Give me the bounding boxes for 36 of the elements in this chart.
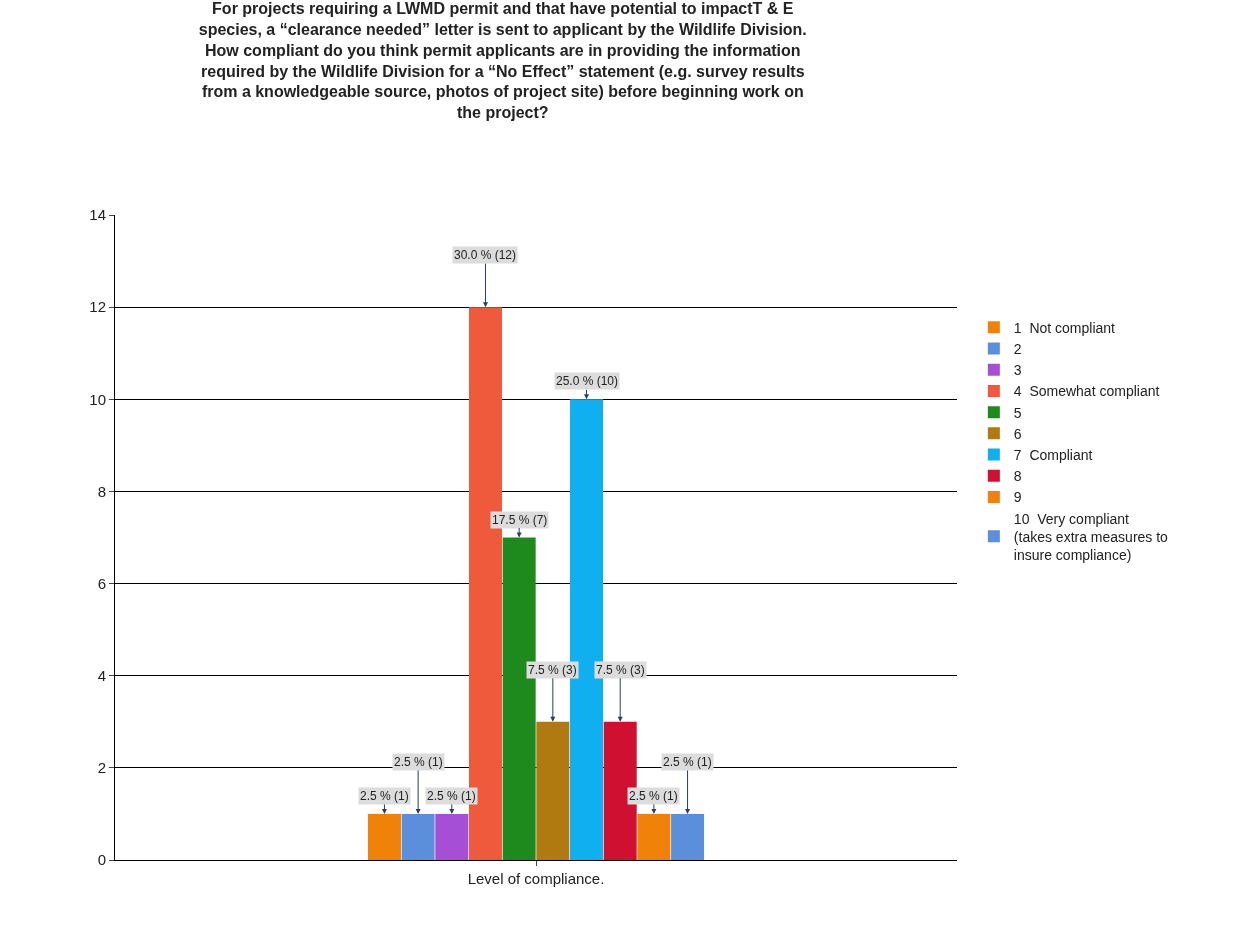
legend-label: 7 Compliant [1013,447,1093,464]
data-label: 25.0 % (10) [556,374,619,388]
y-tick-label: 10 [89,390,106,408]
y-tick-label: 2 [97,759,106,777]
y-tick-label: 4 [97,666,106,684]
data-label: 2.5 % (1) [427,789,476,803]
y-tick-label: 6 [97,574,106,592]
y-tick-label: 12 [89,298,106,316]
bar [435,813,469,860]
legend-label: 3 [1013,362,1022,379]
legend-label: 2 [1013,341,1022,358]
legend-label: 5 [1013,404,1022,421]
y-tick-label: 14 [89,206,106,224]
data-label: 2.5 % (1) [629,789,678,803]
legend-label: 10 Very compliant (takes extra measures to insure compliance) [1013,510,1169,564]
data-label: 30.0 % (12) [454,248,517,262]
bar [637,813,671,860]
legend-label: 8 [1013,468,1022,485]
legend-label: 4 Somewhat compliant [1013,383,1160,400]
x-tick-label: Level of compliance. [467,870,605,887]
y-tick-label: 8 [97,482,106,500]
legend-label: 9 [1013,489,1022,506]
data-label: 2.5 % (1) [360,789,409,803]
bar [401,813,435,860]
y-tick-label: 0 [97,851,106,869]
bar [671,813,705,860]
bar [367,813,401,860]
data-label: 2.5 % (1) [663,755,712,769]
legend-label: 6 [1013,425,1022,442]
data-label: 17.5 % (7) [492,513,548,527]
legend-label: 1 Not compliant [1013,319,1116,336]
data-label: 7.5 % (3) [596,663,645,677]
chart-title: For projects requiring a LWMD permit and that have potential to impactT & E species, a “clearance needed” letter is sent to applicant by the Wildlife Division. How compliant do you think permit applicants are in providing the information required by the Wildlife Division for a “No Effect” statement (e.g. survey results from a knowledgeable source, photos of project site) before beginning work on the project? [198,0,807,122]
bar [536,721,570,860]
data-label: 2.5 % (1) [394,755,443,769]
data-label: 7.5 % (3) [528,663,577,677]
